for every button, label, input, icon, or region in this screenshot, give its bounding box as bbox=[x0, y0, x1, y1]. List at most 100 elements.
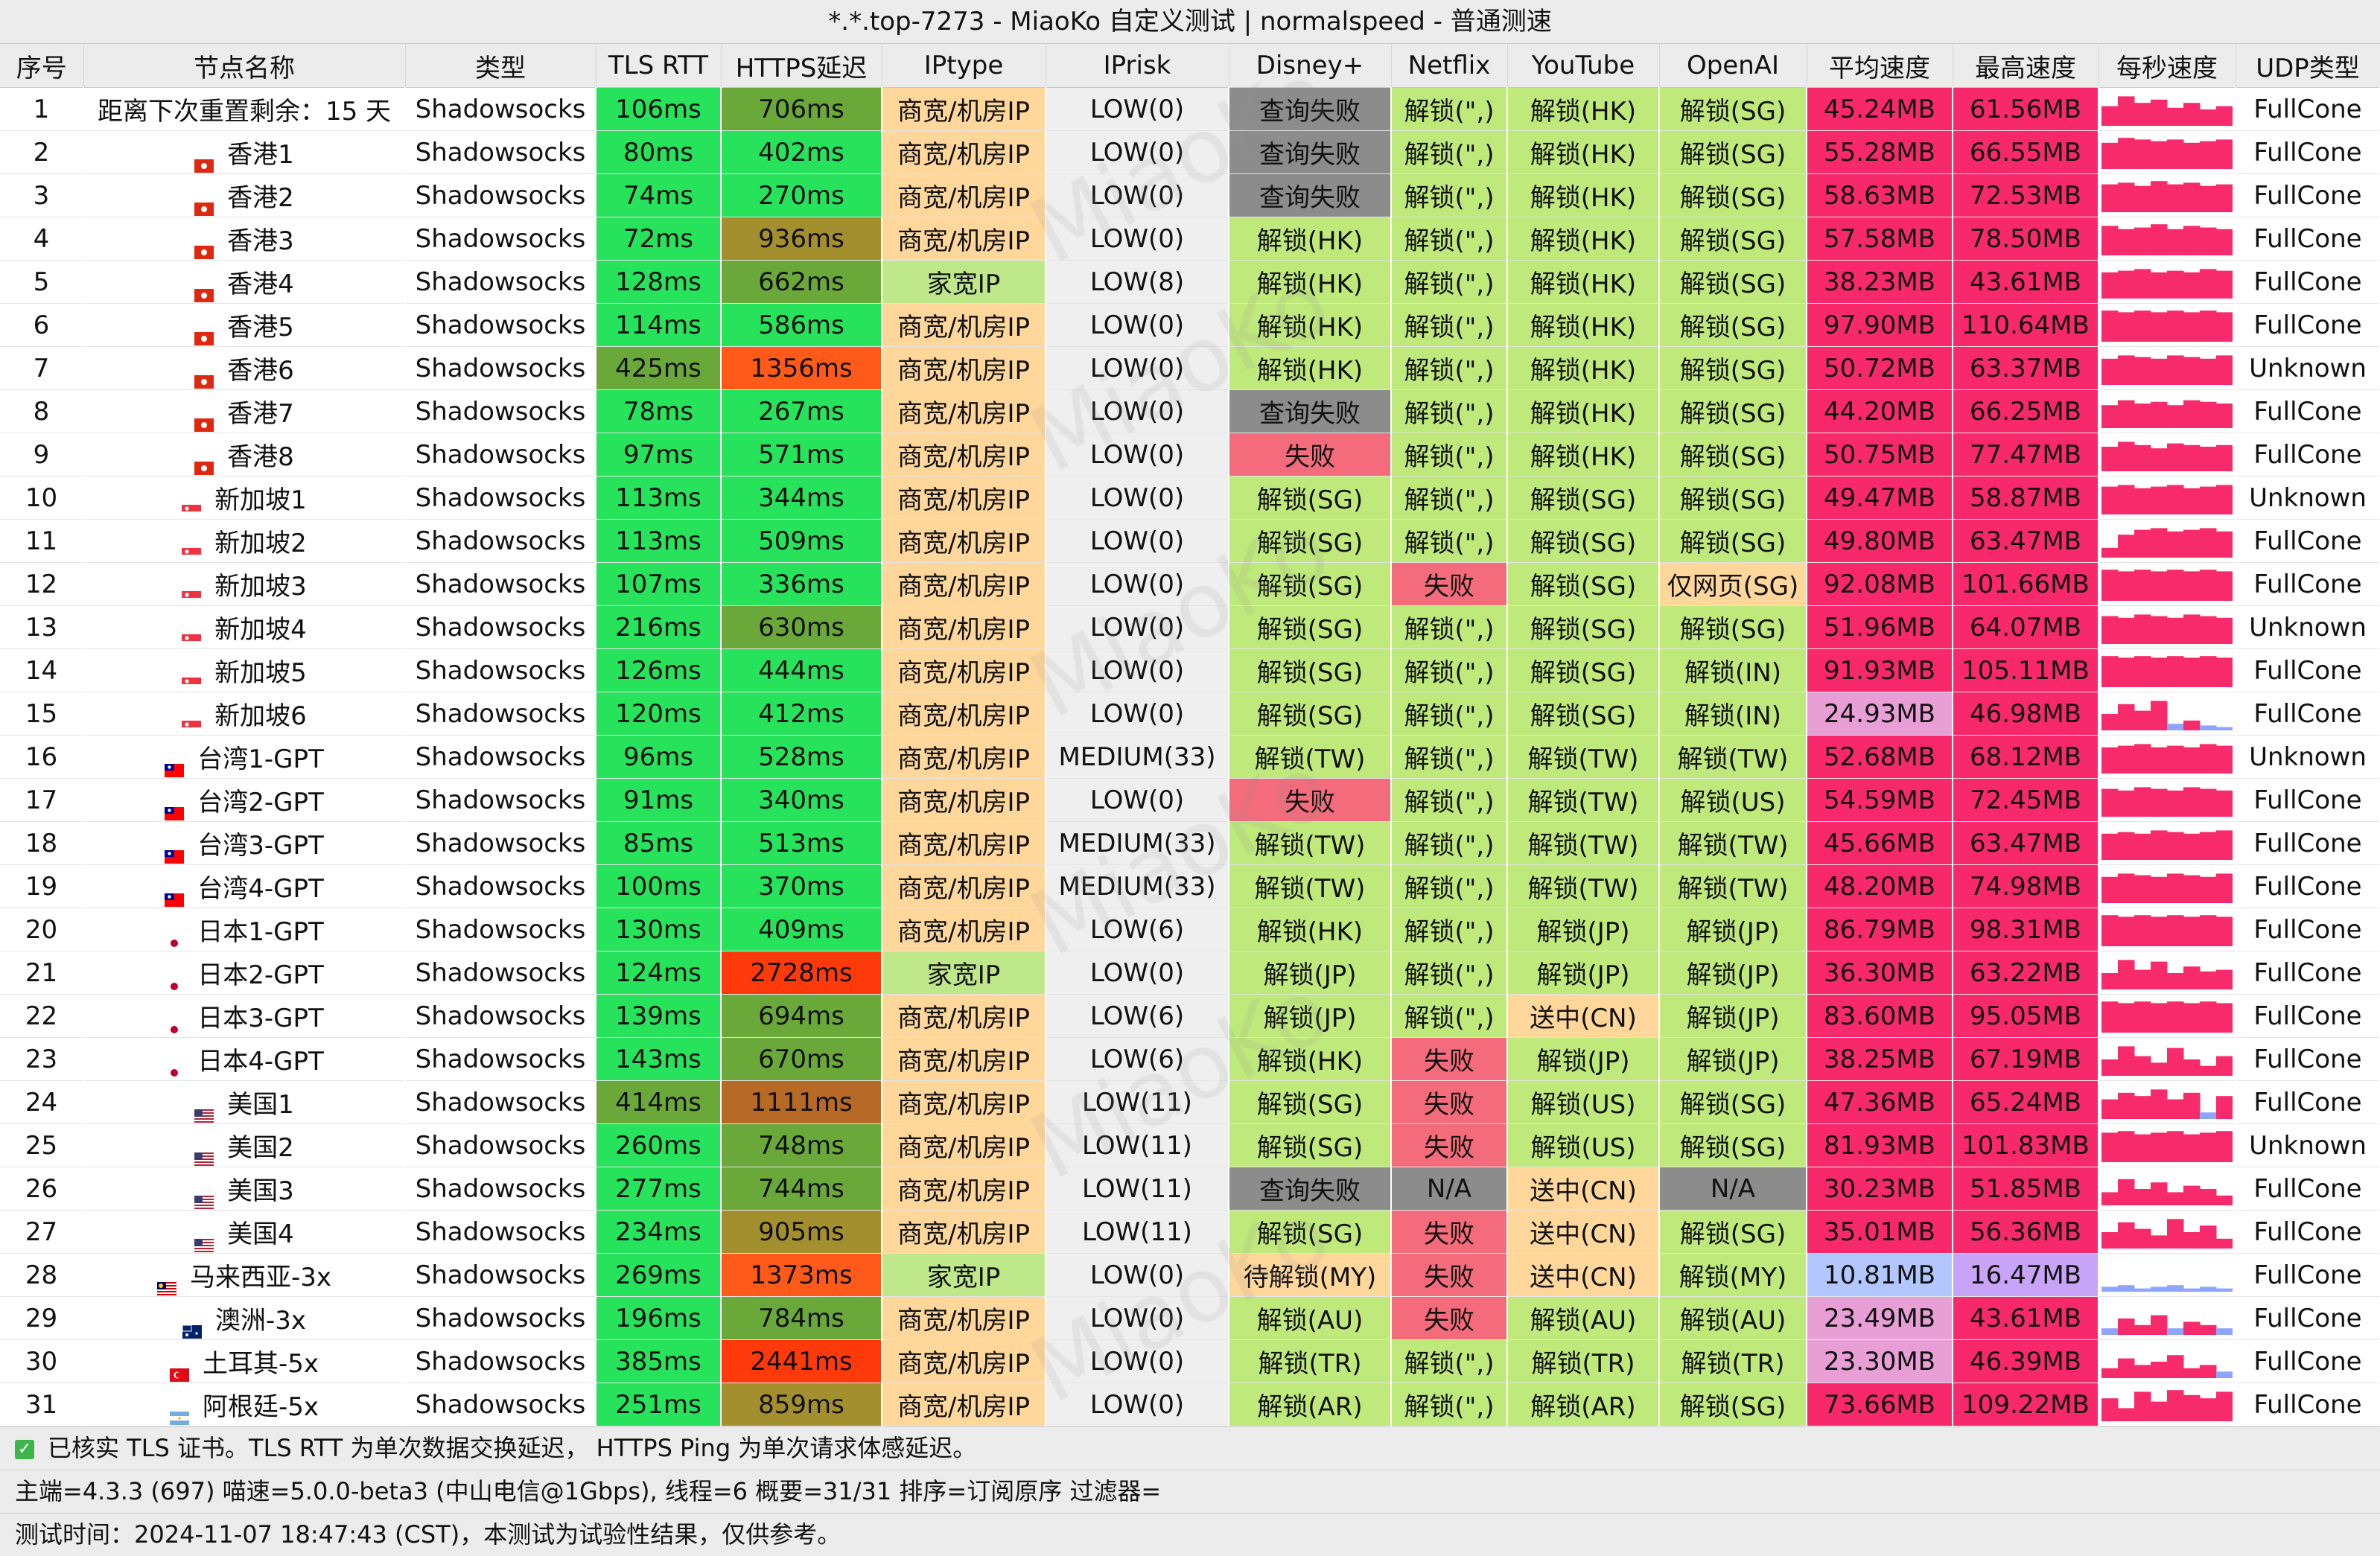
sparkline-bar bbox=[2200, 1112, 2217, 1119]
table-row[interactable]: 25 美国2 Shadowsocks 260ms 748ms 商宽/机房IP LOW(11)… bbox=[0, 1123, 2380, 1167]
table-row[interactable]: 16 台湾1-GPT Shadowsocks 96ms 528ms 商宽/机房IP MEDI… bbox=[0, 735, 2380, 779]
sparkline-bar bbox=[2167, 723, 2184, 730]
cell-max-speed: 63.37MB bbox=[1953, 346, 2099, 390]
table-row[interactable]: 24 美国1 Shadowsocks 414ms 1111ms 商宽/机房IP LOW(11… bbox=[0, 1080, 2380, 1124]
table-row[interactable]: 19 台湾4-GPT Shadowsocks 100ms 370ms 商宽/机房IP MED… bbox=[0, 864, 2380, 908]
table-row[interactable]: 28 马来西亚-3x Shadowsocks 269ms 1373ms 家宽IP LOW(0… bbox=[0, 1253, 2380, 1297]
table-row[interactable]: 26 美国3 Shadowsocks 277ms 744ms 商宽/机房IP LOW(11)… bbox=[0, 1167, 2380, 1211]
cell-per-second-speed bbox=[2099, 648, 2236, 692]
node-name-label: 香港8 bbox=[227, 442, 294, 472]
sparkline-bar bbox=[2101, 1368, 2119, 1378]
cell-node-name: 台湾1-GPT bbox=[83, 735, 406, 779]
cell-iprisk: LOW(0) bbox=[1046, 217, 1229, 261]
table-row[interactable]: 13 新加坡4 Shadowsocks 216ms 630ms 商宽/机房IP LOW(0)… bbox=[0, 605, 2380, 649]
cell-node-name: 新加坡1 bbox=[83, 476, 406, 520]
table-row[interactable]: 23 日本4-GPT Shadowsocks 143ms 670ms 商宽/机房IP LOW… bbox=[0, 1037, 2380, 1081]
speed-sparkline bbox=[2101, 137, 2233, 169]
header-per-second-speed[interactable]: 每秒速度 bbox=[2099, 44, 2236, 88]
cell-max-speed: 63.47MB bbox=[1953, 821, 2099, 865]
sparkline-bar bbox=[2200, 616, 2217, 644]
header-https-latency[interactable]: HTTPS延迟 bbox=[721, 44, 882, 88]
cell-iptype: 商宽/机房IP bbox=[882, 1123, 1046, 1167]
header-openai[interactable]: OpenAI bbox=[1659, 44, 1807, 88]
table-row[interactable]: 12 新加坡3 Shadowsocks 107ms 336ms 商宽/机房IP LOW(0)… bbox=[0, 562, 2380, 606]
cell-openai: 解锁(SG) bbox=[1659, 1080, 1807, 1124]
cell-udp-type: FullCone bbox=[2236, 1037, 2380, 1081]
sparkline-bar bbox=[2101, 1327, 2119, 1335]
table-row[interactable]: 15 新加坡6 Shadowsocks 120ms 412ms 商宽/机房IP LOW(0)… bbox=[0, 692, 2380, 736]
cell-udp-type: FullCone bbox=[2236, 1383, 2380, 1426]
cell-iprisk: LOW(8) bbox=[1046, 260, 1229, 304]
table-row[interactable]: 22 日本3-GPT Shadowsocks 139ms 694ms 商宽/机房IP LOW… bbox=[0, 994, 2380, 1038]
cell-per-second-speed bbox=[2099, 1383, 2236, 1426]
table-row[interactable]: 10 新加坡1 Shadowsocks 113ms 344ms 商宽/机房IP LOW(0)… bbox=[0, 476, 2380, 520]
table-row[interactable]: 14 新加坡5 Shadowsocks 126ms 444ms 商宽/机房IP LOW(0)… bbox=[0, 648, 2380, 692]
header-udp-type[interactable]: UDP类型 bbox=[2236, 44, 2380, 88]
sparkline-bar bbox=[2216, 829, 2233, 860]
cell-max-speed: 67.19MB bbox=[1953, 1037, 2099, 1081]
table-row[interactable]: 6 香港5 Shadowsocks 114ms 586ms 商宽/机房IP LOW(0) 解锁… bbox=[0, 303, 2380, 347]
header-max-speed[interactable]: 最高速度 bbox=[1953, 44, 2099, 88]
table-row[interactable]: 4 香港3 Shadowsocks 72ms 936ms 商宽/机房IP LOW(0) 解锁(… bbox=[0, 217, 2380, 261]
sparkline-bar bbox=[2151, 1234, 2168, 1249]
table-row[interactable]: 2 香港1 Shadowsocks 80ms 402ms 商宽/机房IP LOW(0) 查询失… bbox=[0, 130, 2380, 174]
cell-iptype: 商宽/机房IP bbox=[882, 173, 1046, 217]
header-disney[interactable]: Disney+ bbox=[1229, 44, 1392, 88]
node-name-label: 新加坡6 bbox=[214, 701, 307, 731]
cell-iptype: 商宽/机房IP bbox=[882, 1210, 1046, 1254]
sparkline-bar bbox=[2151, 141, 2168, 169]
cell-udp-type: FullCone bbox=[2236, 1167, 2380, 1211]
cell-node-name: 距离下次重置剩余：15 天 bbox=[83, 87, 406, 131]
table-row[interactable]: 17 台湾2-GPT Shadowsocks 91ms 340ms 商宽/机房IP LOW(… bbox=[0, 778, 2380, 822]
cell-youtube: 解锁(AU) bbox=[1507, 1296, 1660, 1340]
table-row[interactable]: 9 香港8 Shadowsocks 97ms 571ms 商宽/机房IP LOW(0) 失败解… bbox=[0, 433, 2380, 476]
table-row[interactable]: 30 土耳其-5x Shadowsocks 385ms 2441ms 商宽/机房IP LOW… bbox=[0, 1339, 2380, 1383]
table-row[interactable]: 7 香港6 Shadowsocks 425ms 1356ms 商宽/机房IP LOW(0) 解… bbox=[0, 346, 2380, 390]
header-youtube[interactable]: YouTube bbox=[1507, 44, 1660, 88]
header-iptype[interactable]: IPtype bbox=[882, 44, 1046, 88]
flag-jp-icon bbox=[165, 927, 185, 950]
table-row[interactable]: 18 台湾3-GPT Shadowsocks 85ms 513ms 商宽/机房IP MEDI… bbox=[0, 821, 2380, 865]
sparkline-bar bbox=[2183, 916, 2201, 946]
speed-sparkline bbox=[2101, 786, 2233, 817]
header-no[interactable]: 序号 bbox=[0, 44, 84, 88]
table-row[interactable]: 1 距离下次重置剩余：15 天 Shadowsocks 106ms 706ms 商宽/机房… bbox=[0, 87, 2380, 131]
header-node-name[interactable]: 节点名称 bbox=[83, 44, 406, 88]
cell-https-latency: 402ms bbox=[721, 130, 882, 174]
header-type[interactable]: 类型 bbox=[405, 44, 596, 88]
table-row[interactable]: 5 香港4 Shadowsocks 128ms 662ms 家宽IP LOW(8) 解锁(HK… bbox=[0, 260, 2380, 304]
sparkline-bar bbox=[2183, 400, 2201, 428]
cell-https-latency: 270ms bbox=[721, 173, 882, 217]
header-avg-speed[interactable]: 平均速度 bbox=[1807, 44, 1953, 88]
footer-tls-note: ✓ 已核实 TLS 证书。TLS RTT 为单次数据交换延迟， HTTPS Pin… bbox=[0, 1426, 2380, 1470]
table-row[interactable]: 3 香港2 Shadowsocks 74ms 270ms 商宽/机房IP LOW(0) 查询失… bbox=[0, 173, 2380, 217]
table-row[interactable]: 29 澳洲-3x Shadowsocks 196ms 784ms 商宽/机房IP LOW(0… bbox=[0, 1296, 2380, 1340]
cell-openai: 解锁(JP) bbox=[1659, 1037, 1807, 1081]
cell-per-second-speed bbox=[2099, 173, 2236, 217]
table-row[interactable]: 8 香港7 Shadowsocks 78ms 267ms 商宽/机房IP LOW(0) 查询失… bbox=[0, 389, 2380, 433]
cell-max-speed: 105.11MB bbox=[1953, 648, 2099, 692]
sparkline-bar bbox=[2167, 354, 2184, 385]
speed-sparkline bbox=[2101, 268, 2233, 299]
header-iprisk[interactable]: IPrisk bbox=[1046, 44, 1229, 88]
header-tls-rtt[interactable]: TLS RTT bbox=[596, 44, 722, 88]
cell-udp-type: FullCone bbox=[2236, 260, 2380, 304]
cell-avg-speed: 86.79MB bbox=[1807, 908, 1953, 951]
table-row[interactable]: 31 阿根廷-5x Shadowsocks 251ms 859ms 商宽/机房IP LOW(… bbox=[0, 1383, 2380, 1426]
cell-iptype: 商宽/机房IP bbox=[882, 433, 1046, 476]
header-netflix[interactable]: Netflix bbox=[1391, 44, 1508, 88]
cell-openai: 解锁(TW) bbox=[1659, 864, 1807, 908]
speed-sparkline bbox=[2101, 829, 2233, 860]
table-row[interactable]: 27 美国4 Shadowsocks 234ms 905ms 商宽/机房IP LOW(11)… bbox=[0, 1210, 2380, 1254]
sparkline-bar bbox=[2200, 914, 2217, 946]
cell-iprisk: LOW(6) bbox=[1046, 994, 1229, 1038]
table-row[interactable]: 20 日本1-GPT Shadowsocks 130ms 409ms 商宽/机房IP LOW… bbox=[0, 908, 2380, 951]
table-row[interactable]: 21 日本2-GPT Shadowsocks 124ms 2728ms 家宽IP LOW(0… bbox=[0, 951, 2380, 995]
cell-https-latency: 2441ms bbox=[721, 1339, 882, 1383]
cell-netflix: 解锁(",) bbox=[1391, 605, 1508, 649]
cell-iprisk: LOW(6) bbox=[1046, 1037, 1229, 1081]
cell-netflix: 失败 bbox=[1391, 1080, 1508, 1124]
sparkline-bar bbox=[2216, 1195, 2233, 1205]
cell-disney: 解锁(HK) bbox=[1229, 346, 1392, 390]
table-row[interactable]: 11 新加坡2 Shadowsocks 113ms 509ms 商宽/机房IP LOW(0)… bbox=[0, 519, 2380, 563]
